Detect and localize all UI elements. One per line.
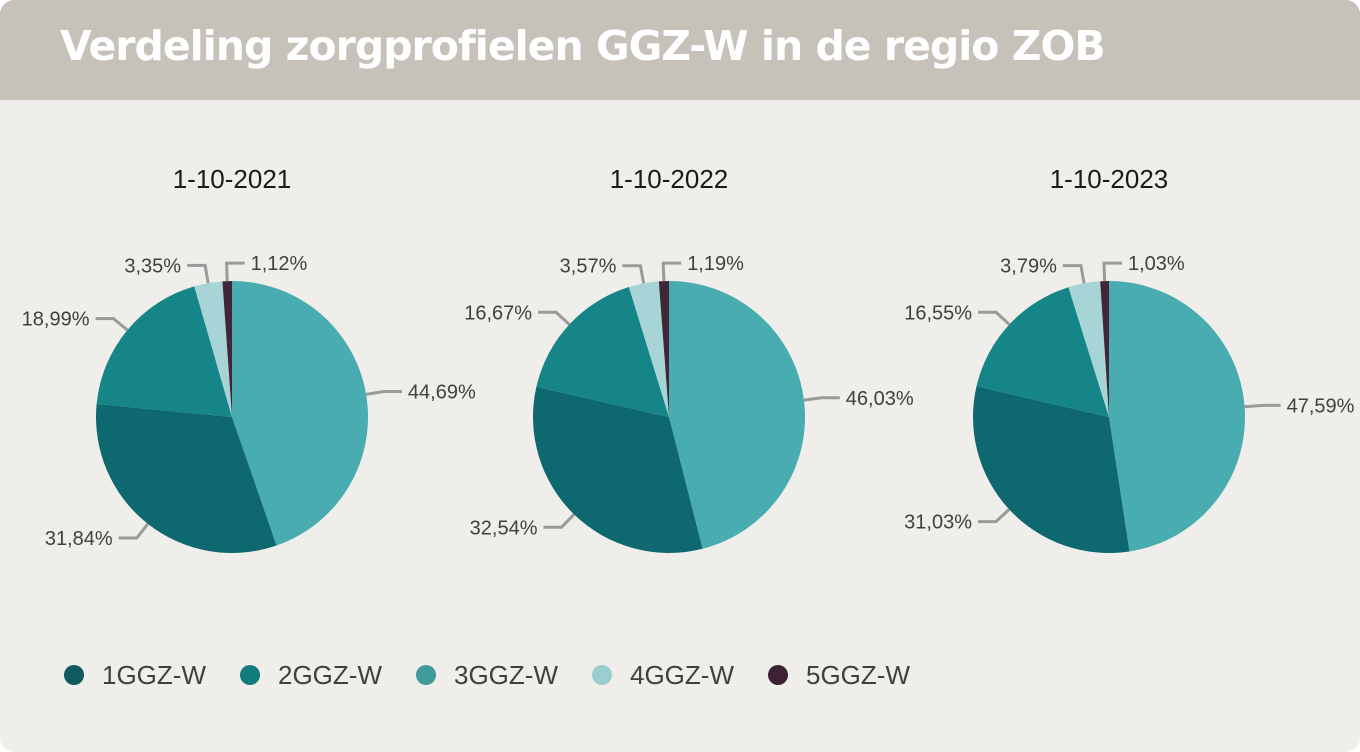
legend-label: 1GGZ-W [102, 659, 206, 690]
pie-slice-1ggz-w[interactable] [533, 386, 703, 553]
pie-chart-1: 1-10-2021 44,69% 31,84% 18,99% 3,35% 1,12% [22, 164, 476, 553]
data-label: 44,69% [408, 382, 476, 404]
legend: 1GGZ-W 2GGZ-W 3GGZ-W 4GGZ-W 5GGZ-W [64, 660, 944, 690]
leader-line [187, 263, 210, 284]
pie-chart-2: 1-10-2022 46,03% 32,54% 16,67% 3,57% 1,19% [464, 164, 914, 553]
leader-line [803, 396, 840, 402]
pie-slice-4ggz-w[interactable] [628, 281, 669, 417]
page-title: Verdeling zorgprofielen GGZ-W in de regi… [60, 22, 1106, 70]
leader-line [622, 264, 646, 284]
leader-line [538, 310, 571, 326]
data-label: 16,67% [464, 302, 532, 324]
pie-slice-5ggz-w[interactable] [1100, 280, 1109, 417]
legend-swatch [768, 665, 788, 685]
data-label: 1,12% [251, 253, 308, 275]
leader-line [978, 508, 1011, 524]
data-label: 31,03% [904, 512, 972, 534]
leader-line [118, 522, 150, 540]
legend-label: 4GGZ-W [630, 659, 734, 690]
header-bar: Verdeling zorgprofielen GGZ-W in de regi… [0, 0, 1360, 100]
pie-slice-5ggz-w[interactable] [658, 281, 669, 417]
leader-line [1102, 261, 1122, 282]
pie-slice-4ggz-w[interactable] [194, 281, 232, 417]
data-label: 3,57% [560, 256, 617, 278]
chart-title: 1-10-2022 [610, 164, 729, 194]
data-label: 3,35% [124, 255, 181, 277]
leader-line [95, 317, 129, 332]
pie-slice-3ggz-w[interactable] [669, 281, 805, 549]
leader-line [1062, 264, 1086, 284]
legend-item-2ggz-w[interactable]: 2GGZ-W [240, 660, 382, 691]
pie-slice-1ggz-w[interactable] [973, 386, 1130, 553]
legend-label: 5GGZ-W [806, 659, 910, 690]
pie-slice-2ggz-w[interactable] [536, 287, 669, 417]
legend-swatch [240, 665, 260, 685]
data-label: 1,19% [687, 253, 744, 275]
pie-slice-2ggz-w[interactable] [96, 286, 232, 417]
leader-line [543, 513, 576, 529]
legend-item-5ggz-w[interactable]: 5GGZ-W [768, 660, 910, 691]
legend-swatch [64, 665, 84, 685]
pie-slice-3ggz-w[interactable] [1109, 281, 1245, 552]
data-label: 3,79% [1000, 256, 1057, 278]
chart-title: 1-10-2021 [173, 164, 292, 194]
pie-slice-1ggz-w[interactable] [95, 403, 277, 553]
legend-item-1ggz-w[interactable]: 1GGZ-W [64, 660, 206, 691]
legend-label: 3GGZ-W [454, 659, 558, 690]
legend-swatch [592, 665, 612, 685]
data-label: 47,59% [1287, 395, 1355, 417]
data-label: 32,54% [470, 517, 538, 539]
pie-slice-5ggz-w[interactable] [222, 281, 232, 417]
pie-slice-3ggz-w[interactable] [232, 281, 368, 546]
pie-chart-3: 1-10-2023 47,59% 31,03% 16,55% 3,79% 1,03% [904, 164, 1355, 553]
pie-slice-4ggz-w[interactable] [1068, 281, 1109, 417]
data-label: 18,99% [22, 309, 90, 331]
leader-line [661, 261, 682, 282]
pie-slice-2ggz-w[interactable] [976, 287, 1109, 417]
leader-line [1244, 403, 1281, 409]
chart-title: 1-10-2023 [1050, 164, 1169, 194]
legend-item-4ggz-w[interactable]: 4GGZ-W [592, 660, 734, 691]
data-label: 16,55% [904, 302, 972, 324]
leader-line [365, 390, 402, 396]
legend-item-3ggz-w[interactable]: 3GGZ-W [416, 660, 558, 691]
data-label: 1,03% [1128, 253, 1185, 275]
data-label: 46,03% [846, 388, 914, 410]
data-label: 31,84% [45, 528, 113, 550]
leader-line [978, 310, 1011, 326]
leader-line [225, 261, 245, 282]
legend-label: 2GGZ-W [278, 659, 382, 690]
legend-swatch [416, 665, 436, 685]
